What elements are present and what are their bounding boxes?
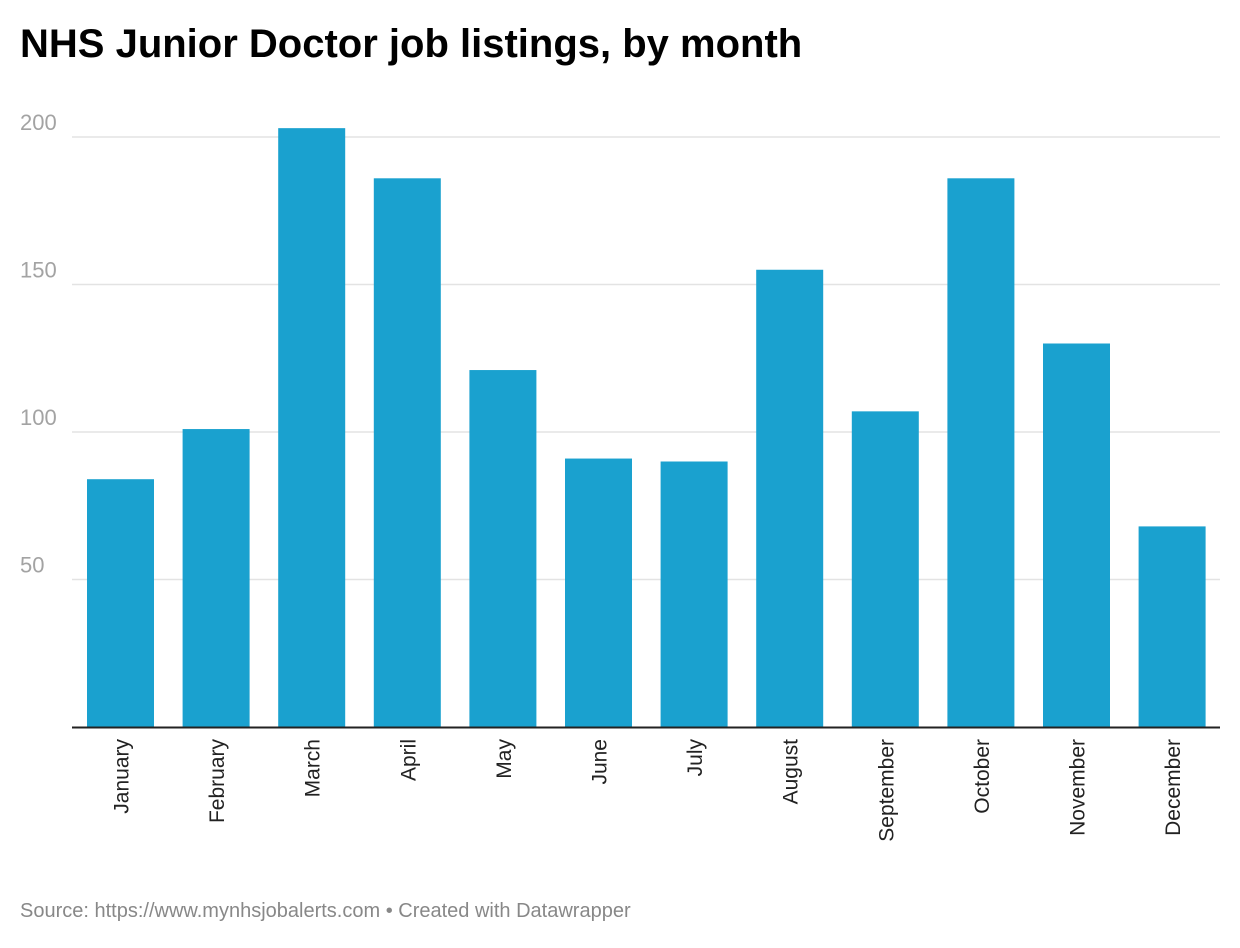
x-tick-label-april: April [397, 739, 420, 781]
bar-july [660, 461, 728, 727]
chart-footer: Source: https://www.mynhsjobalerts.com •… [20, 900, 631, 923]
gridlines: 50 100 150 200 [20, 110, 1220, 581]
bar-september [851, 411, 919, 727]
source-label: Source: [20, 900, 95, 922]
bar-chart: 50 100 150 200 January February March April May… [20, 110, 1220, 842]
x-tick-label-september: September [875, 739, 898, 842]
x-tick-label-june: June [589, 739, 612, 785]
x-tick-label-november: November [1067, 739, 1090, 836]
y-tick-label-150: 150 [20, 258, 57, 283]
chart-title: NHS Junior Doctor job listings, by month [20, 22, 803, 66]
x-tick-label-july: July [684, 739, 707, 777]
y-tick-label-100: 100 [20, 405, 57, 430]
x-tick-label-october: October [971, 739, 994, 814]
source-link[interactable]: https://www.mynhsjobalerts.com [94, 900, 381, 922]
x-tick-label-march: March [302, 739, 325, 797]
x-tick-label-february: February [206, 739, 229, 824]
bars [87, 128, 1206, 728]
bar-january [87, 479, 154, 727]
bar-august [756, 269, 824, 727]
bar-october [947, 178, 1015, 728]
bar-november [1043, 343, 1110, 727]
bar-may [469, 370, 537, 727]
x-tick-label-december: December [1162, 739, 1185, 836]
x-tick-label-may: May [493, 739, 516, 779]
footer-separator: • [380, 900, 399, 922]
bar-june [565, 458, 632, 727]
bar-december [1138, 526, 1206, 727]
x-tick-label-august: August [780, 739, 803, 805]
y-tick-label-50: 50 [20, 553, 44, 578]
y-tick-label-200: 200 [20, 110, 57, 135]
bar-march [278, 128, 346, 727]
bar-february [182, 429, 250, 727]
x-tick-label-january: January [111, 739, 134, 814]
datawrapper-credit[interactable]: Created with Datawrapper [398, 900, 631, 922]
category-labels: January February March April May June July Augu… [111, 739, 1186, 842]
bar-april [373, 178, 441, 728]
